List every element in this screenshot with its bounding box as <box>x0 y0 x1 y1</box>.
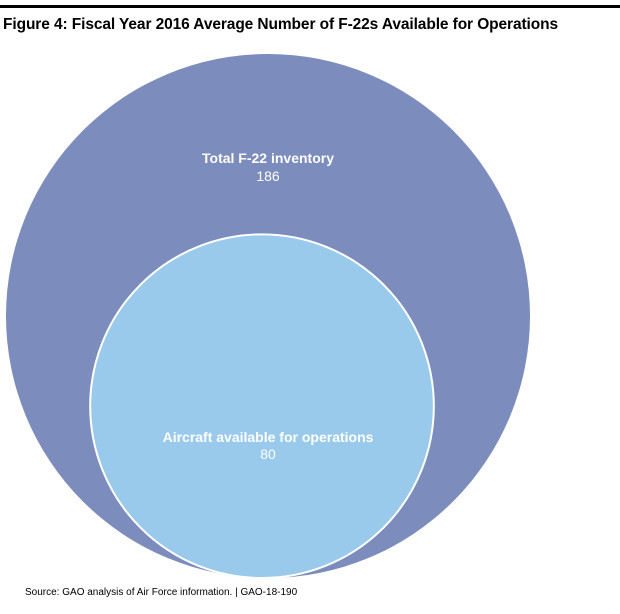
source-note: Source: GAO analysis of Air Force inform… <box>25 587 298 598</box>
title-rule <box>0 5 620 8</box>
inner-circle-available-aircraft <box>89 233 435 580</box>
inner-circle-label: Aircraft available for operations <box>163 429 374 445</box>
outer-circle-value: 186 <box>256 168 280 184</box>
outer-circle-label: Total F-22 inventory <box>202 150 334 166</box>
figure-title: Figure 4: Fiscal Year 2016 Average Numbe… <box>3 16 559 33</box>
inner-circle-value: 80 <box>260 446 276 462</box>
